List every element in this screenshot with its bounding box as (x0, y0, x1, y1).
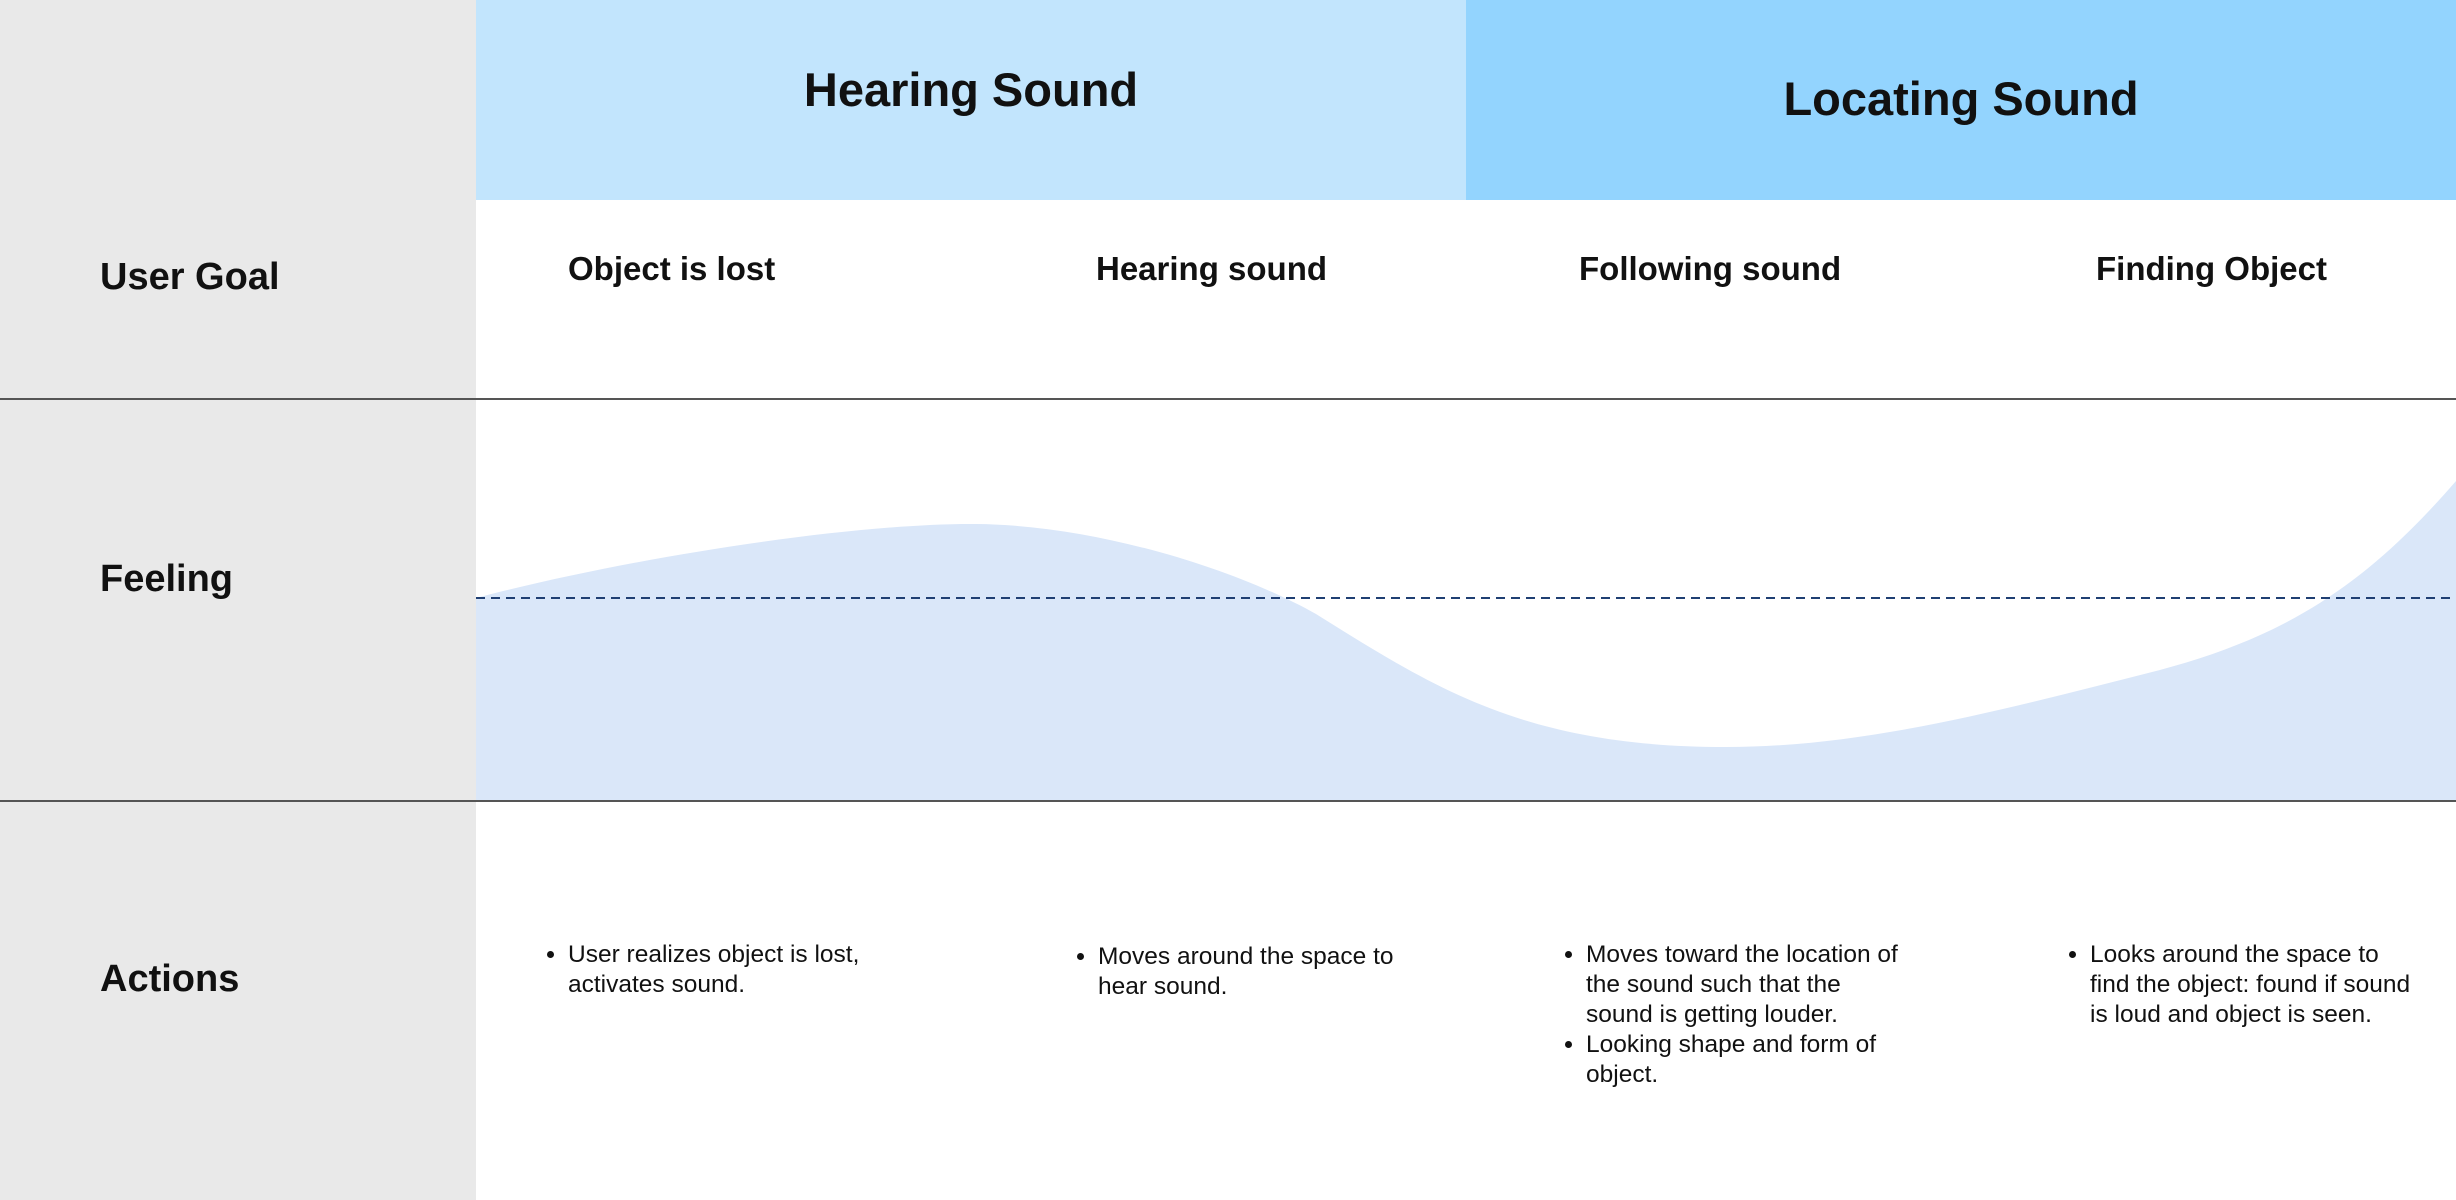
feeling-curve-area (476, 481, 2456, 800)
actions-list-object-is-lost: User realizes object is lost, activates … (540, 940, 908, 1000)
row-divider (0, 398, 2456, 400)
phase-title: Locating Sound (1783, 71, 2139, 125)
goal-following-sound: Following sound (1579, 250, 1842, 287)
row-label-sidebar (0, 0, 476, 1200)
actions-list-hearing-sound: Moves around the space to hear sound. (1070, 942, 1438, 1002)
action-item: Looks around the space to find the objec… (2090, 940, 2415, 1030)
phase-title: Hearing Sound (803, 62, 1139, 116)
actions-list-following-sound: Moves toward the location of the sound s… (1558, 940, 1901, 1090)
goal-hearing-sound: Hearing sound (1096, 250, 1328, 287)
goal-object-is-lost: Object is lost (568, 250, 776, 287)
row-label-feeling: Feeling (100, 558, 234, 600)
row-divider (0, 800, 2456, 802)
action-item: Looking shape and form of object. (1586, 1030, 1901, 1090)
action-item: User realizes object is lost, activates … (568, 940, 908, 1000)
phase-header-locating-sound: Locating Sound (1466, 0, 2456, 200)
actions-list-finding-object: Looks around the space to find the objec… (2062, 940, 2415, 1030)
phase-header-hearing-sound: Hearing Sound (476, 0, 1466, 200)
row-label-actions: Actions (100, 958, 240, 1000)
feeling-curve-chart (476, 481, 2456, 800)
action-item: Moves around the space to hear sound. (1098, 942, 1438, 1002)
action-item: Moves toward the location of the sound s… (1586, 940, 1901, 1030)
row-label-user-goal: User Goal (100, 256, 280, 298)
goal-finding-object: Finding Object (2096, 250, 2327, 287)
